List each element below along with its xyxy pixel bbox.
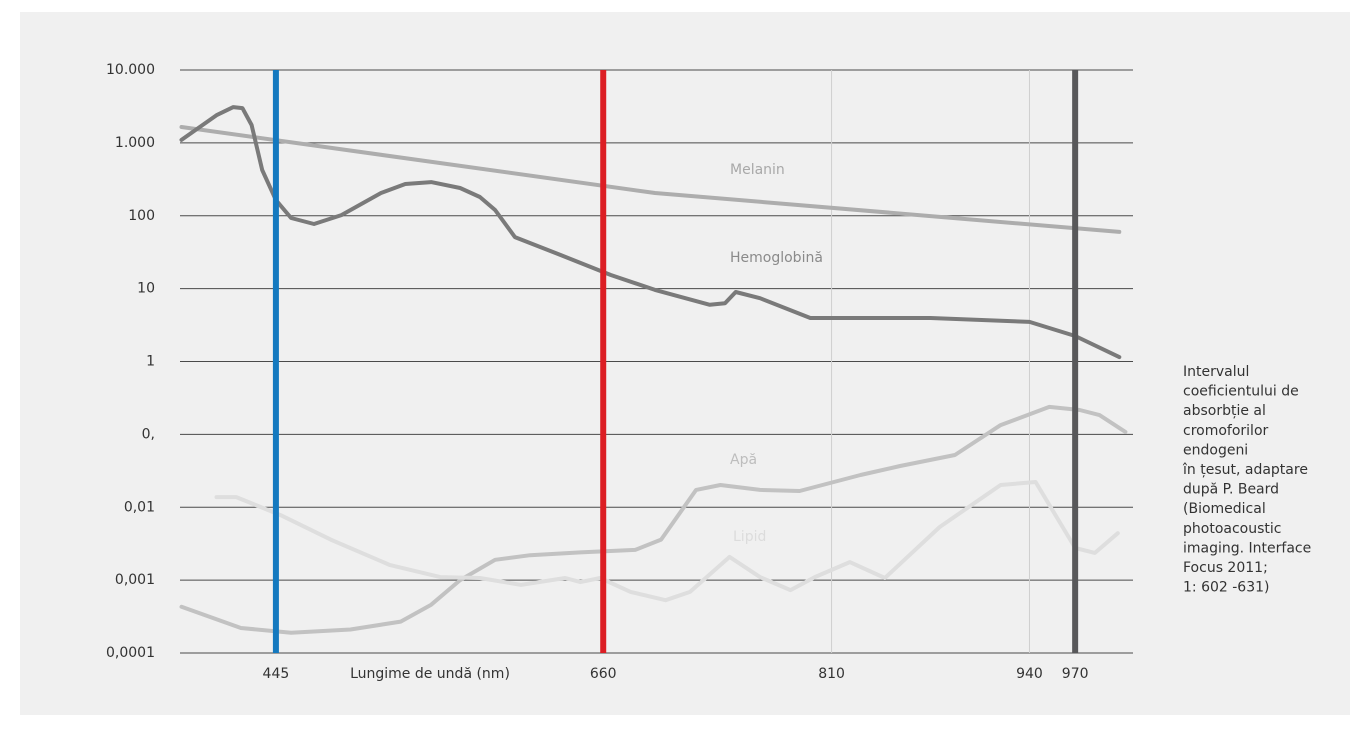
- note-line: coeficientului de: [1183, 384, 1299, 400]
- note-line: endogeni: [1183, 442, 1248, 458]
- x-tick-label: 940: [1016, 666, 1043, 682]
- series-line: [214, 480, 1120, 603]
- x-tick-label: 660: [590, 666, 617, 682]
- note-line: după P. Beard: [1183, 482, 1279, 498]
- note-line: cromoforilor: [1183, 423, 1269, 439]
- y-tick-label: 0,0001: [106, 645, 155, 661]
- note-line: imaging. Interface: [1183, 540, 1311, 556]
- series-line: [179, 105, 1122, 360]
- note-line: în țesut, adaptare: [1182, 462, 1308, 478]
- x-tick-label: 970: [1062, 666, 1089, 682]
- note-line: 1: 602 -631): [1183, 580, 1269, 596]
- series-label: Lipid: [733, 529, 766, 545]
- y-tick-label: 10: [137, 281, 155, 297]
- series-line: [179, 125, 1122, 234]
- x-axis-label: Lungime de undă (nm): [350, 666, 510, 682]
- x-tick-label: 445: [263, 666, 290, 682]
- y-tick-label: 0,001: [115, 572, 155, 588]
- note-line: Focus 2011;: [1183, 560, 1268, 576]
- y-tick-label: 100: [128, 208, 155, 224]
- series-line: [179, 404, 1128, 635]
- series-label: Hemoglobină: [730, 250, 823, 266]
- y-tick-label: 0,: [142, 426, 155, 442]
- note-line: Intervalul: [1183, 364, 1249, 380]
- series-label: Apă: [730, 452, 757, 468]
- series-label: Melanin: [730, 162, 785, 178]
- note-line: photoacoustic: [1183, 521, 1281, 537]
- note-line: (Biomedical: [1183, 501, 1266, 517]
- note-line: absorbție al: [1183, 403, 1266, 419]
- y-tick-label: 10.000: [106, 62, 155, 78]
- y-tick-label: 1: [146, 354, 155, 370]
- y-tick-label: 0,01: [124, 499, 155, 515]
- x-tick-label: 810: [818, 666, 845, 682]
- panel: [20, 12, 1350, 715]
- y-tick-label: 1.000: [115, 135, 155, 151]
